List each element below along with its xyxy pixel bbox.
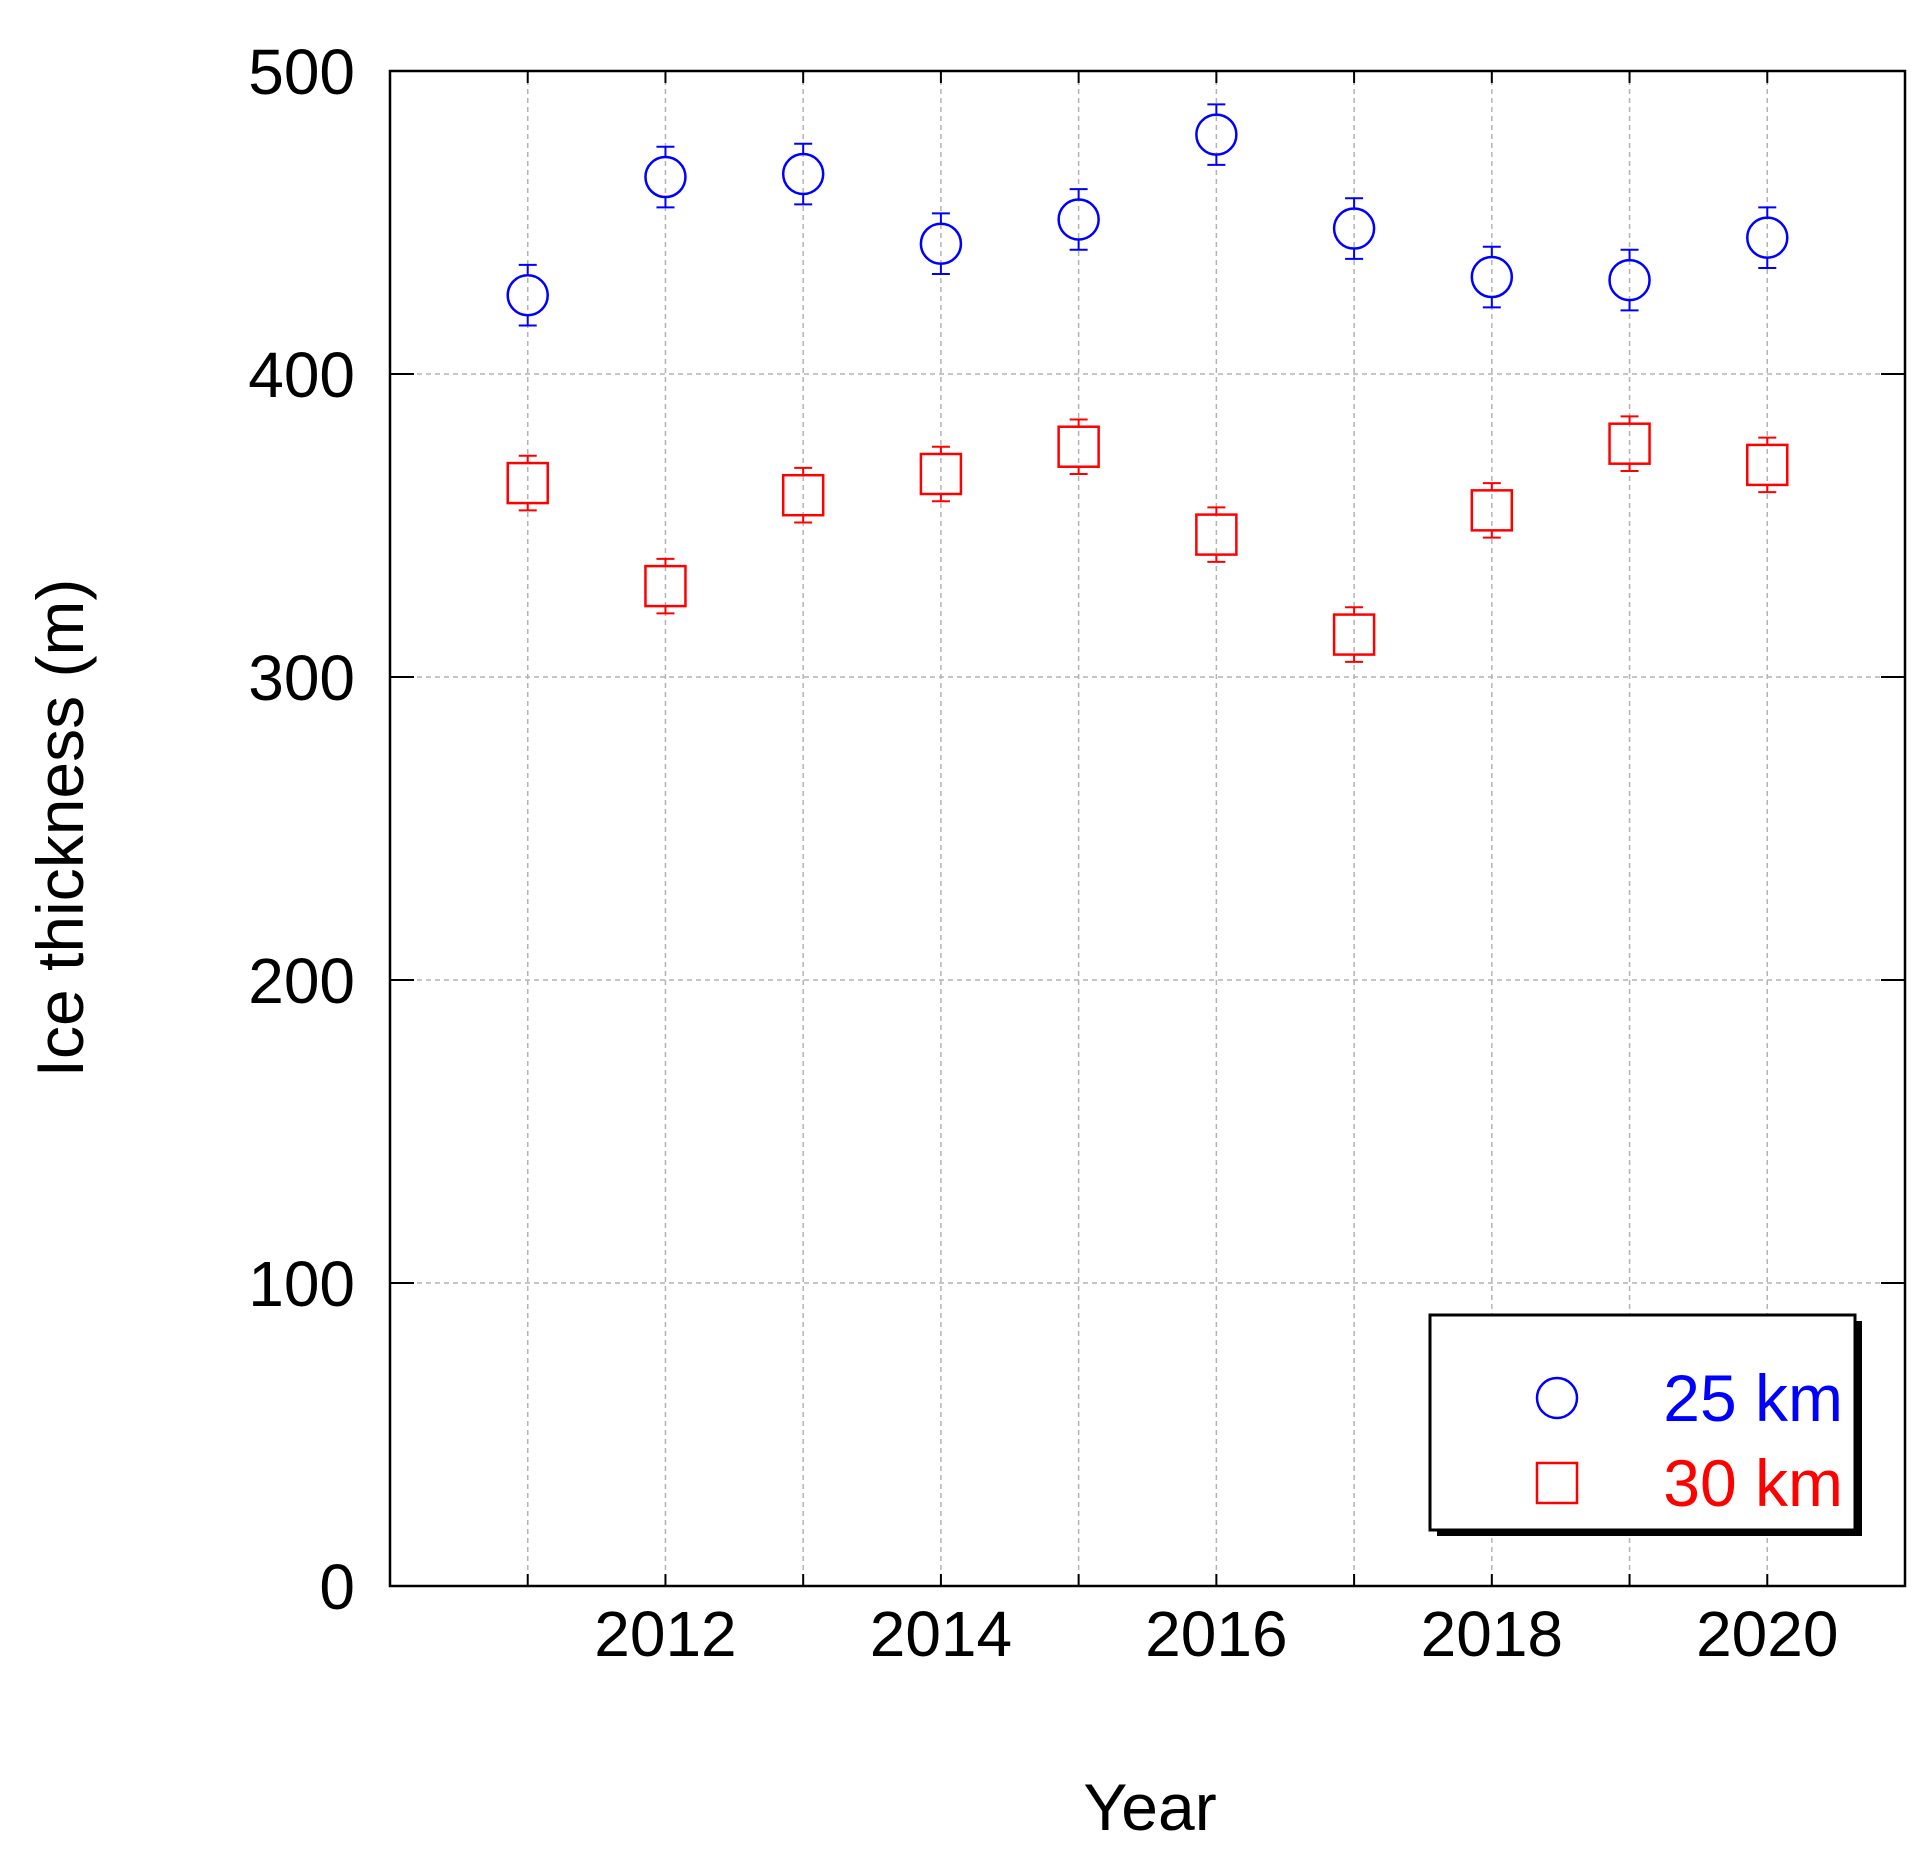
legend-marker-square xyxy=(1535,1461,1579,1505)
data-point-circle xyxy=(1195,113,1238,156)
data-point-circle xyxy=(1470,255,1514,299)
data-point-square xyxy=(1057,425,1100,468)
data-point-circle xyxy=(1608,258,1651,302)
data-markers xyxy=(506,113,1789,656)
error-bar xyxy=(518,263,537,327)
grid-lines xyxy=(390,71,1905,1586)
legend-label: 25 km xyxy=(1663,1361,1843,1435)
data-point-circle xyxy=(1746,216,1789,259)
error-bar xyxy=(1482,245,1501,309)
legend-marker-circle xyxy=(1535,1376,1579,1420)
data-point-square xyxy=(1195,513,1238,556)
error-bar xyxy=(1207,103,1226,166)
data-point-circle xyxy=(781,152,825,196)
error-bar xyxy=(794,142,813,206)
error-bar xyxy=(1758,206,1777,269)
y-tick-label: 300 xyxy=(248,642,355,714)
x-axis-title: Year xyxy=(1083,1770,1216,1844)
data-point-square xyxy=(644,564,687,608)
error-bar xyxy=(1207,506,1226,563)
plot-frame xyxy=(388,69,1907,1588)
x-tick-label: 2014 xyxy=(870,1598,1012,1670)
data-point-circle xyxy=(644,155,687,199)
x-tick-label: 2020 xyxy=(1696,1598,1838,1670)
y-tick-label: 100 xyxy=(248,1248,355,1320)
data-point-square xyxy=(781,473,825,517)
legend: 25 km 30 km xyxy=(1428,1313,1862,1536)
data-point-circle xyxy=(506,273,549,317)
data-point-square xyxy=(1470,489,1514,532)
data-point-circle xyxy=(919,222,963,265)
error-bar xyxy=(1620,248,1639,312)
x-tick-label: 2012 xyxy=(594,1598,736,1670)
y-tick-label: 400 xyxy=(248,339,355,411)
data-point-square xyxy=(1608,422,1651,465)
error-bar xyxy=(1069,188,1088,251)
legend-items: 25 km 30 km xyxy=(1535,1361,1843,1520)
legend-label: 30 km xyxy=(1663,1446,1843,1520)
data-point-square xyxy=(1332,613,1376,656)
error-bars xyxy=(518,103,1777,663)
error-bar xyxy=(931,212,950,276)
error-bar xyxy=(656,145,675,209)
y-axis-title: Ice thickness (m) xyxy=(23,579,97,1078)
y-tick-label: 500 xyxy=(248,36,355,108)
data-point-square xyxy=(1746,443,1789,487)
data-point-circle xyxy=(1332,207,1376,250)
x-tick-label: 2018 xyxy=(1421,1598,1563,1670)
y-tick-labels: 0 100 200 300 400 500 xyxy=(248,36,355,1623)
x-tick-labels: 2012 2014 2016 2018 2020 xyxy=(594,1598,1838,1670)
y-tick-label: 0 xyxy=(319,1551,355,1623)
x-tick-label: 2016 xyxy=(1145,1598,1287,1670)
legend-box xyxy=(1428,1313,1857,1532)
error-bar xyxy=(1345,197,1364,260)
y-tick-label: 200 xyxy=(248,945,355,1017)
data-point-circle xyxy=(1057,198,1100,241)
data-point-square xyxy=(506,461,549,505)
data-point-square xyxy=(919,452,963,496)
